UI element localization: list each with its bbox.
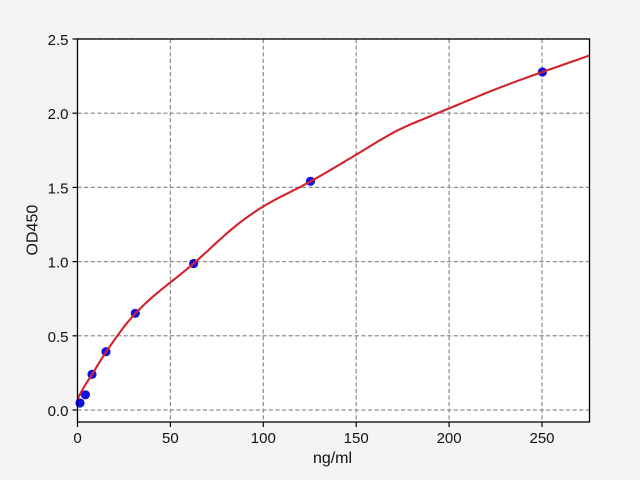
svg-text:0: 0 <box>73 430 81 447</box>
svg-text:200: 200 <box>437 430 462 447</box>
svg-text:50: 50 <box>162 430 179 447</box>
svg-text:250: 250 <box>529 430 554 447</box>
svg-text:0.0: 0.0 <box>48 403 69 420</box>
svg-text:1.0: 1.0 <box>48 255 69 272</box>
svg-text:0.5: 0.5 <box>48 329 69 346</box>
svg-text:OD450: OD450 <box>24 205 41 256</box>
svg-text:2.5: 2.5 <box>48 32 69 49</box>
svg-text:ng/ml: ng/ml <box>313 450 352 467</box>
svg-text:150: 150 <box>344 430 369 447</box>
svg-text:1.5: 1.5 <box>48 180 69 197</box>
svg-text:2.0: 2.0 <box>48 106 69 123</box>
svg-text:100: 100 <box>251 430 276 447</box>
